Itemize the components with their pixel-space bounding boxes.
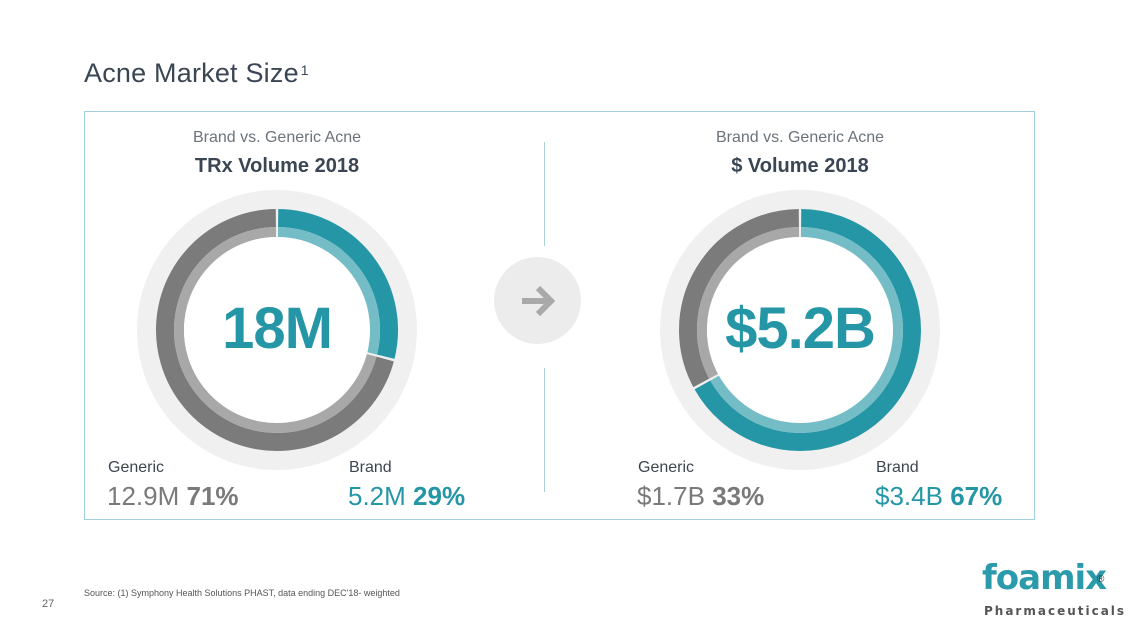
page-title: Acne Market Size 1 <box>84 58 309 89</box>
arrow-right-glyph <box>521 285 555 316</box>
arrow-right-icon <box>494 257 581 344</box>
chart-2-legend-brand-label: Brand <box>876 459 919 476</box>
chart-2-generic-amount: $1.7B <box>637 481 705 511</box>
chart-1-center <box>184 237 370 423</box>
chart-2-title: $ Volume 2018 <box>731 155 869 177</box>
chart-2-slice-generic-inner <box>697 227 800 379</box>
chart-panel <box>84 111 1035 520</box>
source-footnote: Source: (1) Symphony Health Solutions PH… <box>84 588 400 598</box>
chart-2-slice-generic <box>679 209 800 388</box>
chart-1-subtitle: Brand vs. Generic Acne <box>192 129 362 146</box>
chart-1-slice-generic-inner <box>174 227 377 433</box>
chart-1-legend-brand-value: 5.2M 29% <box>348 481 465 512</box>
chart-2-generic-percent: 33% <box>712 481 765 511</box>
chart-1-slice-brand-inner <box>277 227 380 355</box>
chart-2-legend-brand-value: $3.4B 67% <box>875 481 1002 512</box>
chart-2-subtitle: Brand vs. Generic Acne <box>715 129 885 146</box>
page-title-text: Acne Market Size <box>84 58 299 88</box>
chart-1-legend-generic-label: Generic <box>108 459 165 476</box>
chart-2-legend-generic-label: Generic <box>638 459 695 476</box>
page-number: 27 <box>42 598 55 610</box>
logo-registered-mark: ® <box>1097 574 1105 585</box>
divider-top <box>544 142 545 246</box>
chart-2-center <box>707 237 893 423</box>
chart-1-donut <box>137 190 417 470</box>
title-footnote: 1 <box>300 62 309 78</box>
divider-bottom <box>544 368 545 492</box>
chart-1-generic-amount: 12.9M <box>107 481 180 511</box>
chart-2-brand-amount: $3.4B <box>875 481 943 511</box>
chart-2-brand-percent: 67% <box>950 481 1003 511</box>
chart-1-slice-brand <box>277 209 398 359</box>
chart-2-donut <box>660 190 940 470</box>
chart-1-brand-percent: 29% <box>413 481 466 511</box>
chart-1-generic-percent: 71% <box>186 481 239 511</box>
chart-1-brand-amount: 5.2M <box>348 481 406 511</box>
foamix-logo: foamix <box>982 558 1107 598</box>
chart-1-slice-generic <box>156 209 394 451</box>
chart-1-title: TRx Volume 2018 <box>194 155 360 177</box>
chart-1-legend-generic-value: 12.9M 71% <box>107 481 239 512</box>
chart-2-slice-brand-inner <box>710 227 903 433</box>
chart-2-legend-generic-value: $1.7B 33% <box>637 481 764 512</box>
chart-2-center-value: $5.2B <box>725 296 876 361</box>
chart-2-slice-brand <box>694 209 921 451</box>
logo-subtitle: Pharmaceuticals <box>984 604 1127 618</box>
chart-1-legend-brand-label: Brand <box>349 459 392 476</box>
chart-1-center-value: 18M <box>222 296 333 361</box>
